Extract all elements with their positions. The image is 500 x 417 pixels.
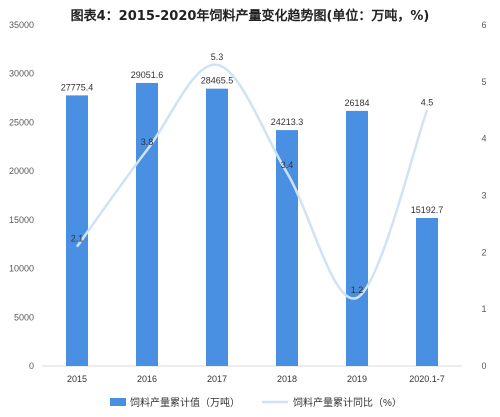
x-tick-label: 2020.1-7 bbox=[409, 374, 445, 384]
bar-value-label: 27775.4 bbox=[61, 82, 94, 92]
y-left-tick-label: 20000 bbox=[9, 166, 34, 176]
y-right-tick-label: 0 bbox=[481, 361, 486, 371]
bar-value-label: 29051.6 bbox=[131, 70, 164, 80]
legend-bar-swatch bbox=[110, 398, 126, 406]
y-left-tick-label: 10000 bbox=[9, 264, 34, 274]
bar bbox=[136, 82, 158, 367]
x-tick-label: 2018 bbox=[277, 374, 297, 384]
line-value-label: 3.8 bbox=[141, 137, 154, 147]
bar bbox=[276, 130, 298, 366]
y-right-tick-label: 3 bbox=[481, 191, 486, 201]
bar bbox=[416, 217, 438, 366]
bar-value-label: 24213.3 bbox=[271, 117, 304, 127]
y-right-tick-label: 4 bbox=[481, 134, 486, 144]
line-value-label: 2.1 bbox=[71, 234, 84, 244]
bar bbox=[66, 95, 88, 366]
y-left-tick-label: 25000 bbox=[9, 117, 34, 127]
y-left-tick-label: 35000 bbox=[9, 20, 34, 30]
line-series bbox=[75, 63, 429, 300]
legend-bar-label: 饲料产量累计值（万吨） bbox=[130, 396, 240, 409]
y-left-tick-label: 30000 bbox=[9, 69, 34, 79]
line-value-label: 4.5 bbox=[421, 97, 434, 107]
bar-value-label: 15192.7 bbox=[411, 205, 444, 215]
y-right-tick-label: 1 bbox=[481, 304, 486, 314]
x-tick-label: 2016 bbox=[137, 374, 157, 384]
chart-title: 图表4：2015-2020年饲料产量变化趋势图(单位：万吨，%) bbox=[70, 9, 430, 24]
x-tick-label: 2015 bbox=[67, 374, 87, 384]
bar bbox=[206, 88, 228, 366]
line-value-label: 1.2 bbox=[351, 285, 364, 295]
x-tick-label: 2017 bbox=[207, 374, 227, 384]
bar-value-label: 26184 bbox=[344, 98, 369, 108]
line-value-label: 3.4 bbox=[281, 160, 294, 170]
bar-value-label: 28465.5 bbox=[201, 76, 234, 86]
y-right-tick-label: 2 bbox=[481, 247, 486, 257]
y-right-tick-label: 6 bbox=[481, 20, 486, 30]
line-value-label: 5.3 bbox=[211, 52, 224, 62]
y-left-tick-label: 0 bbox=[29, 361, 34, 371]
y-left-tick-label: 5000 bbox=[14, 312, 34, 322]
legend-line-label: 饲料产量累计同比（%） bbox=[293, 396, 402, 409]
y-right-tick-label: 5 bbox=[481, 77, 486, 87]
x-tick-label: 2019 bbox=[347, 374, 367, 384]
y-left-tick-label: 15000 bbox=[9, 215, 34, 225]
bar bbox=[346, 110, 368, 366]
